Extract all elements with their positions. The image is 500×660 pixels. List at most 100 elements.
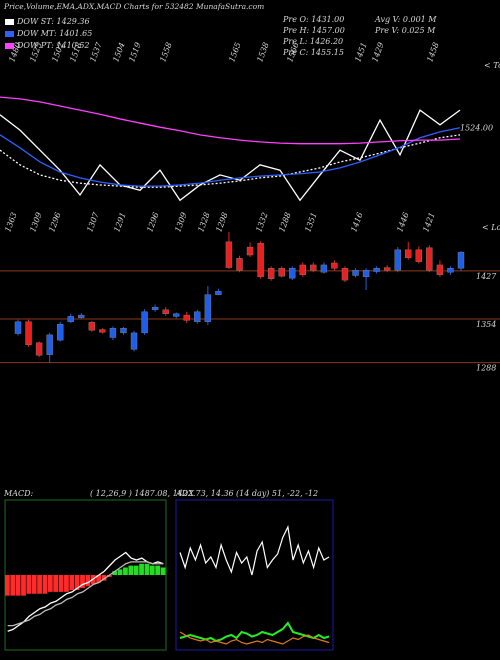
- candle-body: [225, 241, 233, 268]
- legend-label: DOW MT: 1401.65: [16, 29, 92, 38]
- y-tick-label: 1354: [476, 320, 496, 329]
- top-label: 1519: [127, 41, 142, 63]
- candle-body: [173, 313, 180, 317]
- y-tick-label: 1288: [476, 364, 496, 373]
- histogram-bar: [10, 575, 16, 596]
- candle-body: [373, 268, 380, 272]
- candle-body: [204, 294, 212, 322]
- candle-body: [352, 270, 359, 276]
- low-label: 1351: [303, 211, 318, 233]
- macd-subtitle: ( 12,26,9 ) 1487.08, 1422.73, 14.36: [90, 489, 234, 498]
- candle-body: [267, 268, 275, 279]
- legend-swatch: [5, 43, 14, 49]
- low-label: 1307: [85, 210, 101, 233]
- macd-line: [7, 551, 164, 632]
- histogram-bar: [160, 567, 166, 575]
- quote-text: Pre V: 0.025 M: [374, 26, 436, 35]
- histogram-bar: [123, 567, 128, 575]
- candle-body: [78, 314, 85, 318]
- candle-body: [14, 321, 22, 334]
- top-label: 1537: [88, 40, 104, 63]
- candle-body: [426, 247, 433, 271]
- series-line: [0, 96, 461, 145]
- low-label: 1416: [349, 211, 364, 233]
- candle-body: [151, 306, 159, 311]
- low-label: 1332: [254, 211, 269, 233]
- low-label: 1296: [47, 211, 62, 233]
- candle-body: [35, 342, 43, 356]
- quote-text: Pre L: 1426.20: [282, 37, 343, 46]
- legend-swatch: [5, 31, 14, 37]
- macd-line: [7, 561, 164, 627]
- candle-body: [46, 334, 53, 355]
- histogram-bar: [74, 575, 80, 590]
- candle-body: [109, 328, 117, 338]
- histogram-bar: [15, 575, 21, 596]
- low-label: 1363: [3, 211, 18, 233]
- low-label: 1288: [277, 211, 292, 233]
- low-label: 1421: [421, 211, 436, 233]
- histogram-bar: [53, 575, 59, 592]
- candle-body: [436, 264, 444, 276]
- candle-body: [310, 264, 317, 271]
- histogram-bar: [149, 565, 155, 575]
- histogram-bar: [64, 575, 69, 592]
- candle-body: [331, 262, 338, 269]
- candle-body: [194, 311, 201, 322]
- candle-body: [299, 264, 306, 276]
- quote-text: Avg V: 0.001 M: [374, 15, 437, 24]
- candle-body: [341, 268, 349, 281]
- candle-body: [257, 242, 264, 278]
- histogram-bar: [69, 575, 75, 590]
- histogram-bar: [58, 575, 64, 592]
- candle-body: [394, 249, 401, 271]
- candle-body: [289, 268, 296, 279]
- series-line: [0, 127, 461, 187]
- quote-text: Pre C: 1455.15: [282, 48, 344, 57]
- candle-body: [236, 258, 243, 271]
- histogram-bar: [26, 575, 32, 594]
- top-label: 1538: [255, 41, 270, 63]
- top-label: 1558: [158, 41, 173, 63]
- low-label: 1298: [214, 211, 229, 233]
- candle-body: [130, 332, 138, 350]
- adx-subtitle: (14 day) 51, -22, -12: [236, 489, 318, 498]
- histogram-bar: [21, 575, 26, 596]
- low-label: 1296: [145, 211, 160, 233]
- legend-label: DOW PT: 1410.52: [16, 41, 90, 50]
- histogram-bar: [155, 565, 161, 575]
- candle-body: [162, 309, 169, 314]
- histogram-bar: [128, 565, 134, 575]
- lows-annotation: < Lows: [482, 223, 500, 232]
- histogram-bar: [133, 565, 139, 575]
- macd-title: MACD:: [3, 489, 34, 498]
- top-label: 1429: [370, 41, 385, 63]
- histogram-bar: [96, 575, 101, 583]
- histogram-bar: [31, 575, 37, 594]
- low-label: 1291: [112, 211, 127, 233]
- candle-body: [183, 314, 190, 321]
- histogram-bar: [117, 569, 123, 575]
- adx-frame: [175, 499, 334, 651]
- histogram-bar: [37, 575, 42, 594]
- candle-body: [56, 324, 64, 341]
- series-line: [0, 134, 461, 188]
- y-tick-label: 1524.00: [460, 123, 493, 132]
- candle-body: [457, 252, 465, 269]
- candle-body: [120, 328, 127, 334]
- top-label: 1565: [227, 41, 242, 63]
- adx-title: ADX: [175, 489, 194, 498]
- candle-body: [215, 291, 222, 295]
- legend-swatch: [5, 19, 14, 25]
- candle-body: [383, 267, 391, 271]
- histogram-bar: [5, 575, 10, 596]
- top-label: 1504: [111, 41, 126, 63]
- adx-line: [179, 631, 330, 645]
- low-label: 1309: [28, 211, 43, 233]
- y-tick-label: 1427: [476, 272, 497, 281]
- histogram-bar: [139, 563, 144, 575]
- histogram-bar: [42, 575, 48, 594]
- histogram-bar: [101, 575, 107, 581]
